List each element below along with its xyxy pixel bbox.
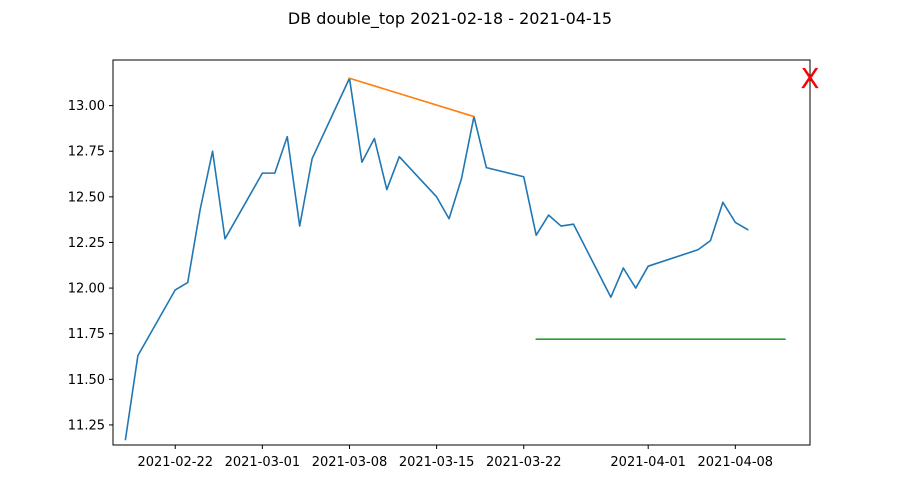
- series-0-point: [461, 178, 463, 180]
- y-tick-label: 11.75: [68, 327, 105, 342]
- series-1-point: [349, 77, 351, 79]
- x-tick-label: 2021-04-08: [698, 455, 774, 470]
- chart-title: DB double_top 2021-02-18 - 2021-04-15: [288, 9, 612, 29]
- x-tick-label: 2021-03-22: [486, 455, 562, 470]
- series-0-point: [747, 229, 749, 231]
- plot-frame: [112, 59, 811, 446]
- series-2-point: [784, 338, 786, 340]
- x-tick-label: 2021-04-01: [610, 455, 686, 470]
- series-0-point: [610, 296, 612, 298]
- series-0-point: [635, 287, 637, 289]
- series-0-point: [386, 189, 388, 191]
- y-tick-label: 12.75: [68, 145, 105, 160]
- series-0-point: [374, 138, 376, 140]
- series-0-point: [486, 167, 488, 169]
- x-tick-label: 2021-03-15: [399, 455, 475, 470]
- series-0-point: [722, 202, 724, 204]
- series-0-point: [623, 267, 625, 269]
- series-0-point: [212, 150, 214, 152]
- y-tick-label: 13.00: [68, 99, 105, 114]
- y-tick-label: 12.50: [68, 190, 105, 205]
- series-0-point: [199, 209, 201, 211]
- y-tick-label: 12.00: [68, 282, 105, 297]
- series-0-point: [137, 355, 139, 357]
- series-0-point: [262, 172, 264, 174]
- x-tick-label: 2021-03-08: [312, 455, 388, 470]
- series-0-point: [436, 196, 438, 198]
- series-0-point: [187, 282, 189, 284]
- series-0-point: [548, 214, 550, 216]
- series-0-point: [448, 218, 450, 220]
- series-0-point: [174, 289, 176, 291]
- y-tick-label: 11.50: [68, 373, 105, 388]
- series-0-point: [735, 222, 737, 224]
- series-0-point: [361, 161, 363, 163]
- series-0-point: [224, 238, 226, 240]
- series-0-point: [560, 225, 562, 227]
- x-tick-label: 2021-02-22: [137, 455, 213, 470]
- series-0-point: [647, 265, 649, 267]
- series-0-point: [535, 234, 537, 236]
- series-0-point: [286, 136, 288, 138]
- marker-x-annotation: X: [800, 62, 819, 95]
- series-2-point: [535, 338, 537, 340]
- series-0-point: [523, 176, 525, 178]
- x-tick-label: 2021-03-01: [225, 455, 301, 470]
- series-0-point: [710, 240, 712, 242]
- series-0-point: [573, 223, 575, 225]
- series-0-point: [697, 249, 699, 251]
- y-tick-label: 11.25: [68, 418, 105, 433]
- plot-area: 2021-02-22 2021-03-01 2021-03-08 2021-03-15…: [68, 59, 820, 470]
- series-line-1: [348, 77, 475, 118]
- y-tick-label: 12.25: [68, 236, 105, 251]
- series-0-point: [398, 156, 400, 158]
- series-0-point: [125, 439, 127, 441]
- series-0-point: [311, 158, 313, 160]
- series-line-0: [124, 77, 749, 441]
- series-0-point: [299, 225, 301, 227]
- series-0-point: [274, 172, 276, 174]
- series-1-point: [473, 116, 475, 118]
